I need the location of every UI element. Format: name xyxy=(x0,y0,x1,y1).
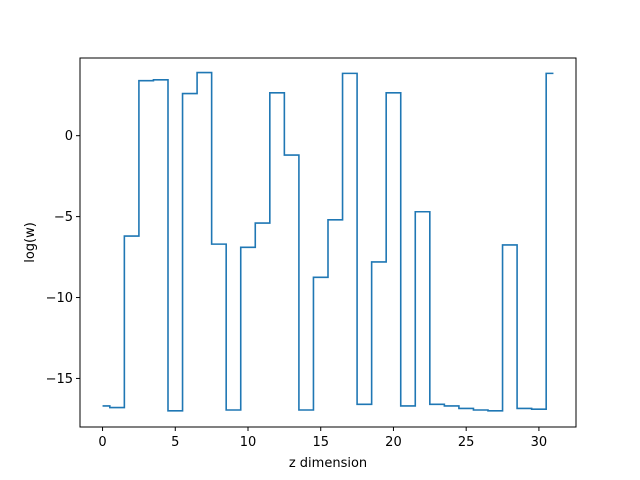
x-tick-label: 10 xyxy=(240,435,257,450)
x-tick-label: 30 xyxy=(531,435,548,450)
x-tick-label: 0 xyxy=(98,435,106,450)
y-tick-label: −10 xyxy=(46,291,73,306)
y-tick-label: −5 xyxy=(54,210,73,225)
x-tick-label: 25 xyxy=(458,435,475,450)
y-axis-label: log(w) xyxy=(23,222,38,263)
plot-area xyxy=(102,71,554,412)
ticks: 0 5 10 15 20 25 30 −15 −10 −5 0 xyxy=(46,129,548,450)
axes-frame xyxy=(79,57,577,428)
series-line xyxy=(102,71,554,412)
x-axis-label: z dimension xyxy=(289,456,367,471)
y-tick-label: −15 xyxy=(46,372,73,387)
x-tick-label: 20 xyxy=(385,435,402,450)
x-tick-label: 15 xyxy=(312,435,329,450)
y-tick-label: 0 xyxy=(65,129,73,144)
x-tick-label: 5 xyxy=(171,435,179,450)
